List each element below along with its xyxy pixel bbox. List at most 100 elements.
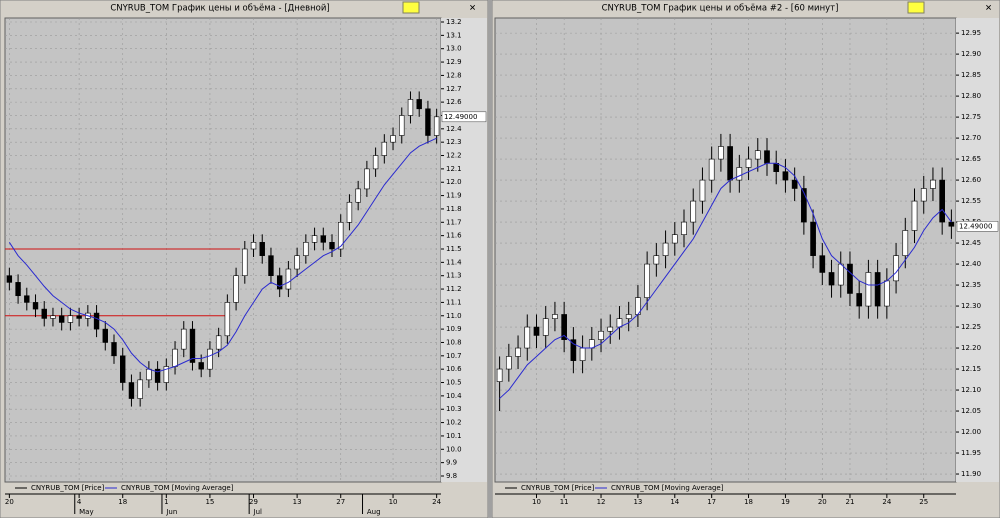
x-tick-label: 14: [670, 498, 679, 506]
x-tick-label: 24: [432, 498, 441, 506]
axis-area: [956, 18, 999, 482]
y-tick-label: 10.8: [446, 338, 462, 346]
candle-body: [874, 272, 881, 307]
y-tick-label: 12.45: [961, 239, 981, 247]
legend-label: CNYRUB_TOM [Price]: [521, 484, 595, 492]
y-tick-label: 11.9: [446, 192, 462, 200]
candle-body: [364, 168, 370, 190]
y-tick-label: 11.7: [446, 218, 462, 226]
candle-body: [708, 158, 715, 181]
month-label: Jul: [253, 508, 263, 516]
candle-body: [736, 167, 743, 181]
candle-body: [690, 200, 697, 223]
candle-body: [233, 275, 239, 303]
candle-body: [837, 263, 844, 286]
candle-body: [681, 221, 687, 235]
y-tick-label: 10.2: [446, 419, 462, 427]
candle-body: [276, 275, 283, 290]
candle-body: [172, 348, 178, 367]
legend-label: CNYRUB_TOM [Moving Average]: [611, 484, 724, 492]
close-button[interactable]: ✕: [985, 4, 992, 14]
y-tick-label: 12.00: [961, 428, 981, 436]
candle-body: [320, 235, 326, 243]
legend-label: CNYRUB_TOM [Price]: [31, 484, 105, 492]
y-tick-label: 10.0: [446, 445, 462, 453]
candle-body: [198, 362, 204, 370]
candle-body: [718, 146, 724, 160]
candle-body: [102, 328, 108, 343]
y-tick-label: 12.3: [446, 138, 462, 146]
candle-body: [920, 188, 927, 202]
candle-body: [727, 146, 733, 181]
candle-body: [524, 326, 531, 349]
y-tick-label: 12.25: [961, 323, 981, 331]
chart-title: CNYRUB_TOM График цены и объёма #2 - [60…: [602, 4, 839, 14]
pin-button[interactable]: [402, 1, 420, 14]
y-tick-label: 12.90: [961, 50, 981, 58]
candle-body: [884, 280, 890, 307]
candle-body: [329, 242, 335, 250]
month-label: May: [79, 508, 93, 516]
candle-body: [625, 314, 632, 319]
candle-body: [662, 242, 669, 256]
candle-body: [607, 326, 614, 332]
x-tick-label: 13: [633, 498, 642, 506]
y-tick-label: 12.60: [961, 176, 981, 184]
candle-body: [294, 255, 300, 270]
y-tick-label: 12.40: [961, 260, 981, 268]
y-tick-label: 13.2: [446, 18, 462, 26]
y-tick-label: 12.9: [446, 58, 462, 66]
x-tick-label: 17: [707, 498, 716, 506]
x-tick-label: 12: [597, 498, 606, 506]
candle-body: [146, 368, 152, 381]
candle-body: [355, 188, 361, 203]
candle-body: [32, 302, 39, 310]
y-tick-label: 12.10: [961, 386, 981, 394]
moving-average-line: [8, 137, 437, 373]
candle-body: [285, 268, 292, 290]
candle-body: [671, 234, 678, 244]
y-tick-label: 12.05: [961, 407, 981, 415]
month-label: Aug: [367, 508, 381, 516]
y-tick-label: 11.2: [446, 285, 462, 293]
candle-body: [902, 230, 909, 256]
y-tick-label: 10.3: [446, 405, 462, 413]
last-price-label: 12.49000: [444, 113, 477, 121]
candle-body: [120, 355, 126, 383]
candle-body: [24, 295, 30, 303]
y-tick-label: 11.6: [446, 232, 462, 240]
pin-button[interactable]: [907, 1, 925, 14]
y-tick-label: 12.6: [446, 98, 462, 106]
candle-body: [819, 255, 826, 273]
candle-body: [163, 366, 170, 383]
candle-body: [381, 141, 388, 156]
candle-body: [699, 179, 706, 202]
candle-body: [154, 368, 161, 383]
y-tick-label: 11.4: [446, 258, 462, 266]
close-button[interactable]: ✕: [469, 4, 476, 14]
candle-body: [111, 342, 117, 357]
candle-body: [242, 248, 248, 277]
x-tick-label: 29: [249, 498, 258, 506]
x-tick-label: 10: [532, 498, 541, 506]
last-price-box: [441, 111, 487, 123]
x-tick-label: 10: [389, 498, 398, 506]
candle-body: [268, 255, 274, 277]
chart-title: CNYRUB_TOM График цены и объёма - [Дневн…: [110, 4, 329, 14]
y-tick-label: 12.70: [961, 134, 981, 142]
candle-body: [407, 99, 414, 116]
candle-body: [570, 339, 577, 361]
candle-body: [399, 115, 405, 136]
y-tick-label: 10.5: [446, 379, 462, 387]
candle-body: [425, 108, 431, 136]
x-tick-label: 21: [846, 498, 855, 506]
y-tick-label: 9.8: [446, 472, 457, 480]
y-tick-label: 12.1: [446, 165, 462, 173]
candle-body: [93, 312, 100, 330]
candle-body: [76, 315, 82, 319]
candle-body: [930, 179, 936, 189]
y-tick-label: 12.85: [961, 71, 981, 79]
y-tick-label: 12.75: [961, 113, 981, 121]
y-tick-label: 10.4: [446, 392, 462, 400]
